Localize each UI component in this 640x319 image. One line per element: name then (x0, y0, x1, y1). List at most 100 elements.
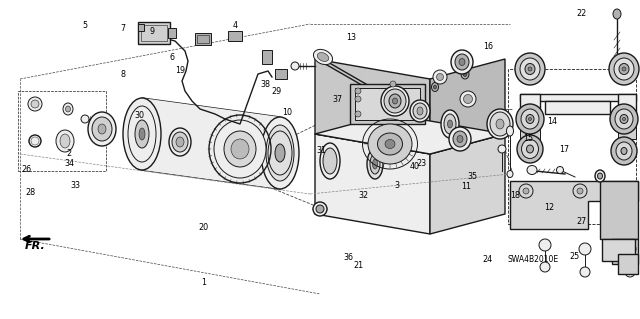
Text: 28: 28 (26, 189, 36, 197)
Ellipse shape (314, 49, 333, 65)
Text: 14: 14 (547, 117, 557, 126)
Ellipse shape (455, 54, 469, 70)
Bar (275, 69, 287, 79)
Ellipse shape (609, 53, 639, 85)
Text: 32: 32 (358, 191, 369, 200)
Ellipse shape (316, 205, 324, 213)
Ellipse shape (433, 70, 447, 84)
Polygon shape (618, 124, 636, 139)
Bar (508, 69, 636, 224)
Polygon shape (315, 59, 430, 154)
Ellipse shape (385, 139, 395, 149)
Text: FR.: FR. (24, 241, 45, 251)
Ellipse shape (413, 103, 427, 119)
Ellipse shape (169, 128, 191, 156)
Ellipse shape (623, 117, 625, 121)
Text: 10: 10 (282, 108, 292, 117)
Polygon shape (315, 114, 505, 154)
Ellipse shape (98, 124, 106, 134)
Text: 16: 16 (483, 42, 493, 51)
Text: 18: 18 (510, 191, 520, 200)
Ellipse shape (517, 135, 543, 163)
Ellipse shape (529, 117, 531, 121)
Ellipse shape (384, 89, 406, 113)
Text: SWA4B2010E: SWA4B2010E (508, 255, 559, 263)
Text: 22: 22 (576, 9, 586, 18)
Polygon shape (612, 239, 638, 264)
Text: 26: 26 (22, 165, 32, 174)
Ellipse shape (527, 166, 537, 174)
Circle shape (390, 81, 396, 87)
Ellipse shape (615, 109, 633, 129)
Ellipse shape (323, 148, 337, 174)
Ellipse shape (31, 100, 39, 108)
Ellipse shape (463, 97, 467, 101)
Bar (228, 31, 242, 41)
Ellipse shape (613, 9, 621, 19)
Ellipse shape (622, 67, 626, 71)
Ellipse shape (291, 62, 299, 70)
Ellipse shape (65, 106, 70, 112)
Polygon shape (618, 94, 636, 124)
Bar (138, 22, 170, 44)
Ellipse shape (619, 63, 629, 75)
Polygon shape (618, 254, 638, 274)
Ellipse shape (378, 133, 403, 155)
Ellipse shape (598, 173, 602, 179)
Circle shape (355, 111, 361, 117)
Circle shape (624, 243, 636, 255)
Circle shape (355, 96, 361, 102)
Circle shape (540, 262, 550, 272)
Ellipse shape (506, 126, 513, 136)
Ellipse shape (128, 106, 156, 162)
Polygon shape (600, 181, 638, 239)
Text: 12: 12 (544, 203, 554, 212)
Ellipse shape (447, 120, 452, 128)
Ellipse shape (449, 127, 471, 151)
Text: 25: 25 (570, 252, 580, 261)
Bar (18, 91, 106, 171)
Bar (355, 88, 420, 120)
Polygon shape (142, 98, 280, 189)
Bar (141, 25, 167, 41)
Ellipse shape (431, 83, 438, 92)
Ellipse shape (139, 128, 145, 140)
Ellipse shape (367, 149, 383, 179)
Ellipse shape (595, 170, 605, 182)
Text: 6: 6 (169, 53, 174, 62)
Ellipse shape (317, 53, 329, 62)
Text: 15: 15 (523, 134, 533, 143)
Ellipse shape (176, 137, 184, 147)
Ellipse shape (463, 94, 472, 103)
Text: 8: 8 (120, 70, 125, 78)
Ellipse shape (461, 94, 469, 104)
Ellipse shape (444, 114, 456, 134)
Circle shape (539, 239, 551, 251)
Ellipse shape (620, 115, 628, 123)
Ellipse shape (515, 53, 545, 85)
Text: 11: 11 (461, 182, 471, 191)
Ellipse shape (522, 139, 538, 159)
Polygon shape (430, 134, 505, 234)
Text: 33: 33 (70, 181, 81, 190)
Text: 31: 31 (316, 146, 326, 155)
Text: 7: 7 (120, 24, 125, 33)
Ellipse shape (389, 94, 401, 108)
Bar (262, 50, 272, 64)
Ellipse shape (516, 104, 544, 134)
Text: 21: 21 (353, 261, 364, 270)
Ellipse shape (610, 104, 638, 134)
Text: 4: 4 (233, 21, 238, 30)
Text: 13: 13 (346, 33, 356, 42)
Ellipse shape (451, 50, 473, 74)
Ellipse shape (621, 147, 627, 154)
Ellipse shape (521, 109, 539, 129)
Text: 37: 37 (333, 95, 343, 104)
Ellipse shape (410, 100, 430, 122)
Ellipse shape (381, 86, 409, 116)
Ellipse shape (224, 131, 256, 167)
Ellipse shape (611, 137, 637, 165)
Polygon shape (315, 134, 430, 234)
Ellipse shape (63, 103, 73, 115)
Text: 24: 24 (483, 256, 493, 264)
